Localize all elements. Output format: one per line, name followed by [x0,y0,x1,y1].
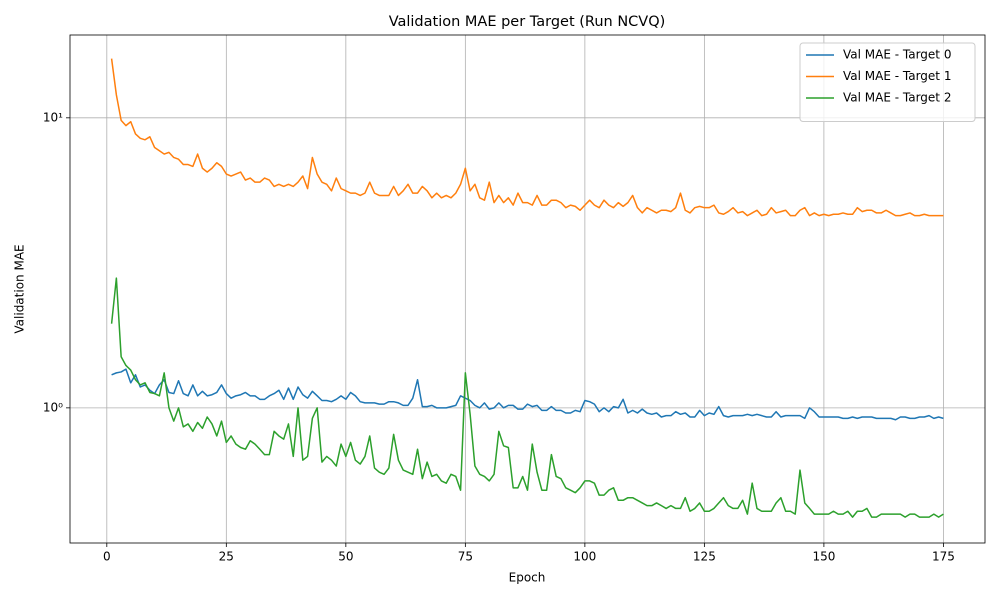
chart-title: Validation MAE per Target (Run NCVQ) [389,14,666,30]
legend-box [799,42,976,122]
x-tick-label: 175 [932,550,955,564]
y-tick-label: 10⁰ [43,400,63,414]
series-line [110,277,944,518]
x-axis-label: Epoch [509,571,546,585]
x-tick-label: 25 [219,550,234,564]
x-tick-label: 75 [458,550,473,564]
y-axis-label: Validation MAE [13,244,27,333]
x-tick-label: 150 [812,550,835,564]
legend-label: Val MAE - Target 1 [843,69,951,83]
series-line [111,368,944,421]
plot-lines [110,58,944,518]
legend-label: Val MAE - Target 0 [843,48,951,62]
x-tick-label: 50 [338,550,353,564]
series-line [110,58,944,217]
y-tick-label: 10¹ [43,110,63,124]
plot-frame [69,34,986,544]
legend-label: Val MAE - Target 2 [843,91,951,105]
x-tick-label: 125 [693,550,716,564]
x-tick-label: 100 [573,550,596,564]
x-tick-label: 0 [103,550,111,564]
